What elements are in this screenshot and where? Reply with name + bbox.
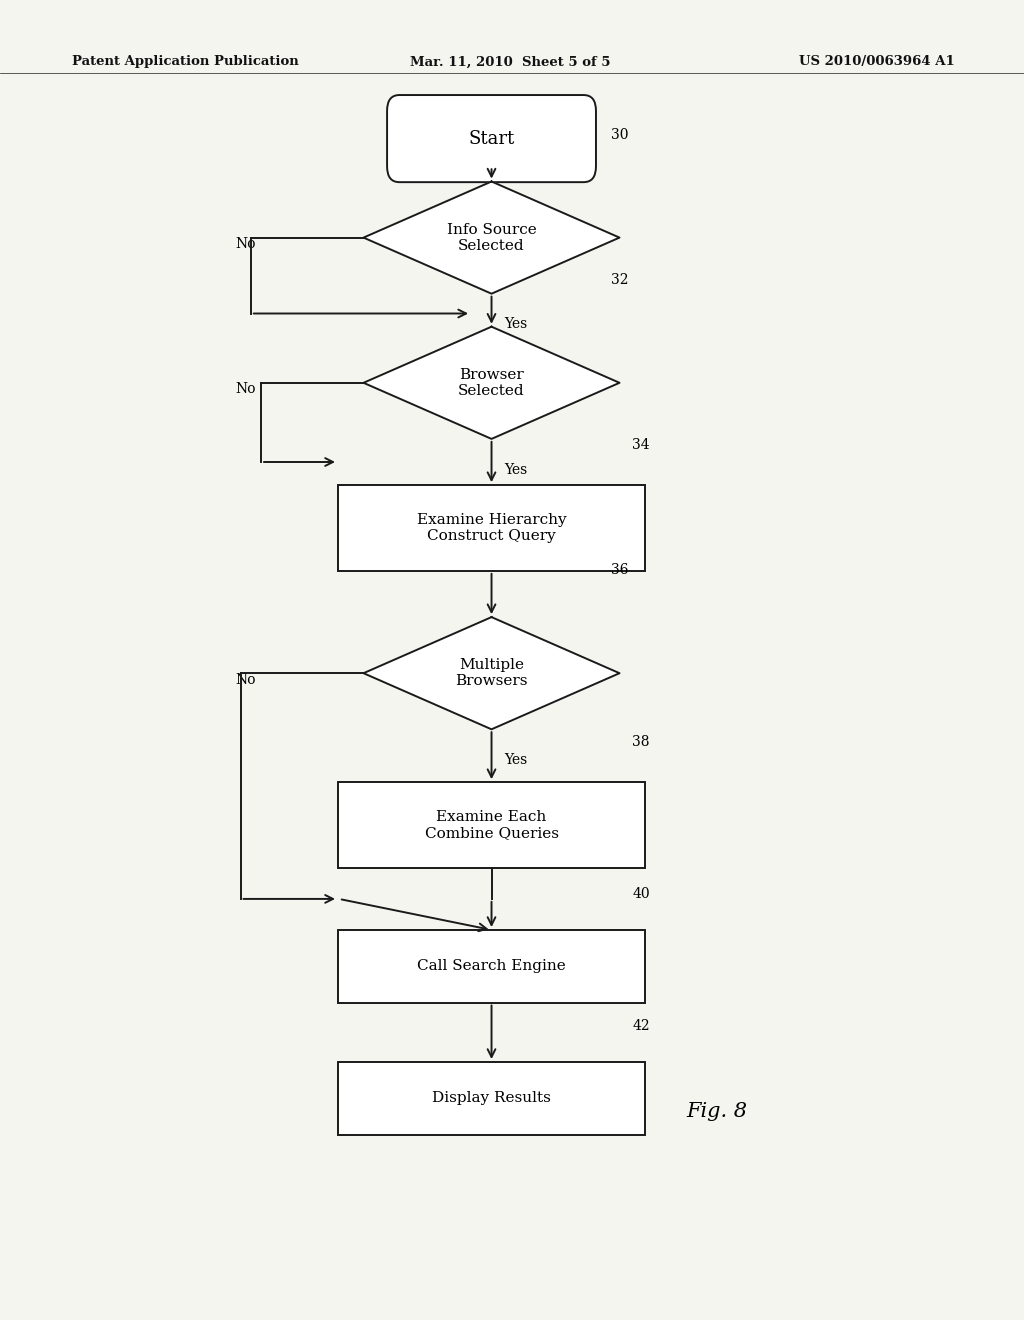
Polygon shape	[364, 181, 620, 294]
Text: 38: 38	[632, 735, 650, 750]
Text: Browser
Selected: Browser Selected	[458, 368, 525, 397]
Text: Examine Each
Combine Queries: Examine Each Combine Queries	[425, 810, 558, 840]
Polygon shape	[364, 327, 620, 438]
Text: Yes: Yes	[504, 463, 527, 477]
Bar	[338, 781, 645, 869]
Text: Yes: Yes	[504, 318, 527, 331]
Text: Multiple
Browsers: Multiple Browsers	[456, 659, 527, 688]
Text: No: No	[236, 238, 256, 251]
Bar	[338, 929, 645, 1003]
Text: 32: 32	[610, 273, 628, 288]
Text: 36: 36	[610, 564, 628, 578]
Text: Info Source
Selected: Info Source Selected	[446, 223, 537, 252]
Text: No: No	[236, 383, 256, 396]
Text: Examine Hierarchy
Construct Query: Examine Hierarchy Construct Query	[417, 513, 566, 543]
Text: 34: 34	[632, 438, 650, 451]
Polygon shape	[364, 618, 620, 729]
Text: Fig. 8: Fig. 8	[686, 1102, 748, 1121]
FancyBboxPatch shape	[387, 95, 596, 182]
Text: 30: 30	[610, 128, 628, 143]
Bar	[338, 1061, 645, 1134]
Text: 42: 42	[632, 1019, 650, 1032]
Text: No: No	[236, 673, 256, 686]
Text: Mar. 11, 2010  Sheet 5 of 5: Mar. 11, 2010 Sheet 5 of 5	[410, 55, 610, 69]
Text: Yes: Yes	[504, 752, 527, 767]
Bar	[338, 484, 645, 570]
Text: Patent Application Publication: Patent Application Publication	[72, 55, 298, 69]
Text: US 2010/0063964 A1: US 2010/0063964 A1	[799, 55, 954, 69]
Text: Start: Start	[468, 129, 515, 148]
Text: Display Results: Display Results	[432, 1092, 551, 1105]
Text: Call Search Engine: Call Search Engine	[417, 960, 566, 973]
Text: 40: 40	[632, 887, 650, 900]
